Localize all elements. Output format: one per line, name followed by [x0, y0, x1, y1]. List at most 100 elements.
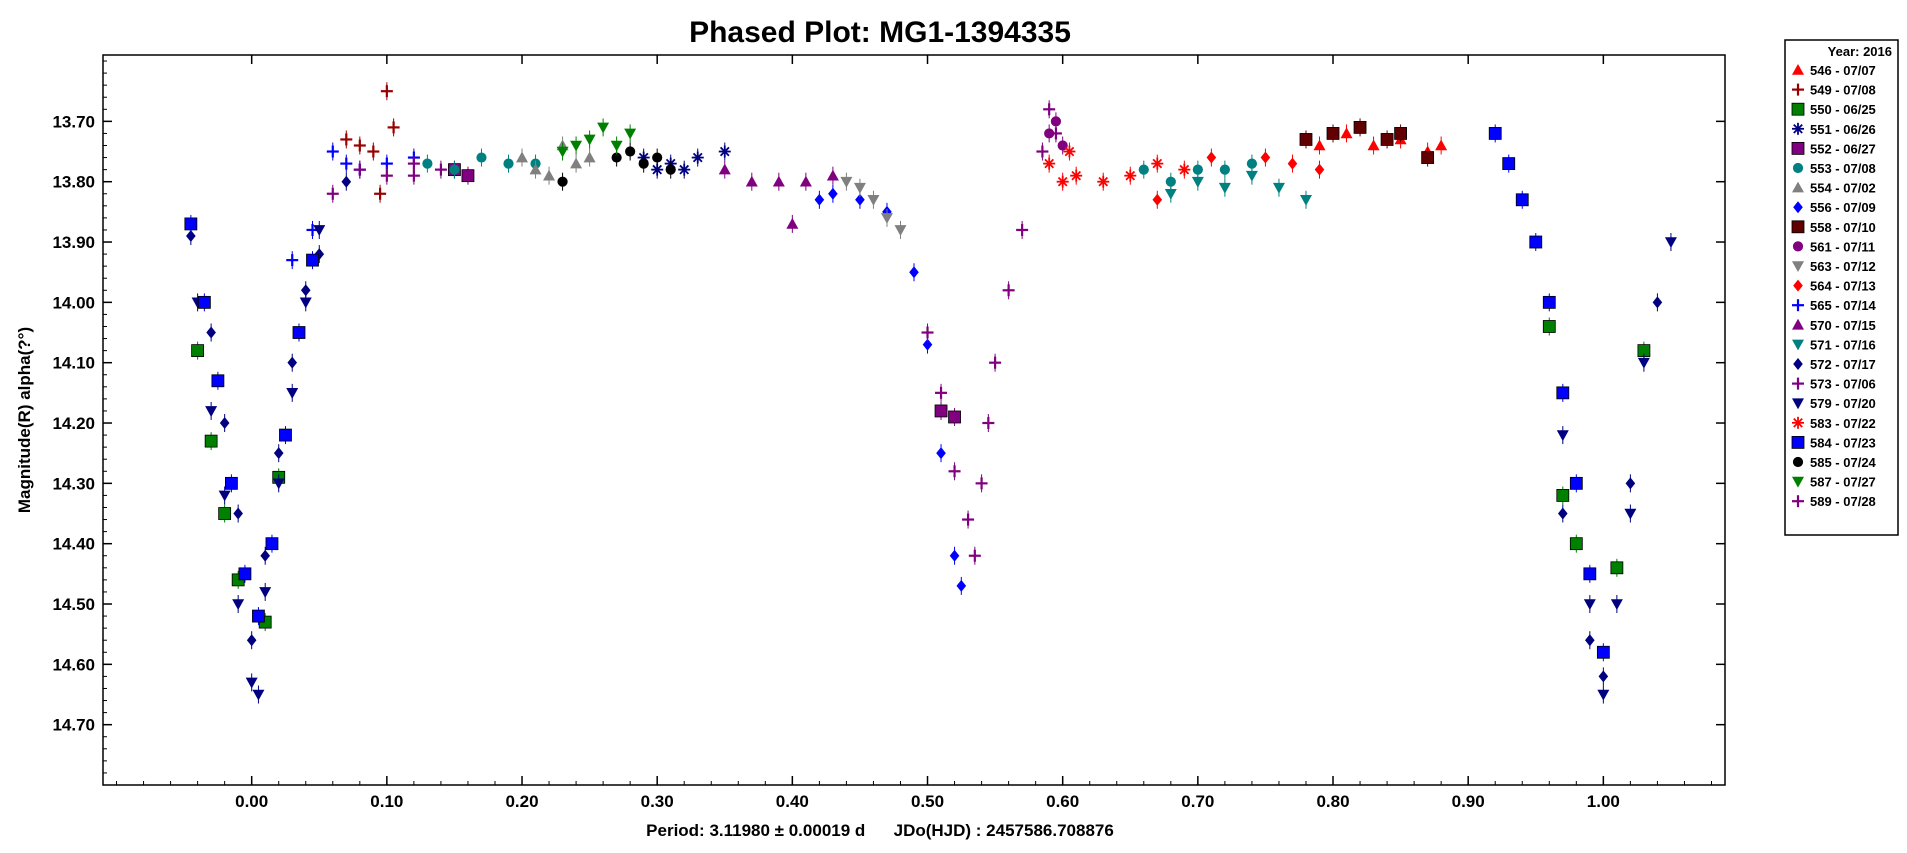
data-point: [1367, 139, 1380, 151]
data-point: [948, 410, 961, 424]
data-point: [476, 152, 487, 163]
data-point: [279, 428, 292, 442]
data-point: [1043, 157, 1056, 170]
x-tick-label: 0.80: [1316, 792, 1349, 811]
legend-box: [1784, 39, 1899, 536]
data-point: [1219, 164, 1230, 175]
marker-shape: [611, 152, 622, 163]
data-point: [503, 158, 514, 169]
data-point: [1515, 193, 1529, 207]
legend-marker: [1791, 141, 1805, 155]
marker-shape: [292, 326, 306, 339]
data-point: [265, 537, 279, 551]
legend-entry: 551 - 06/26: [1810, 122, 1876, 137]
legend-marker: [1792, 495, 1804, 508]
marker-shape: [826, 169, 839, 181]
marker-shape: [1792, 64, 1804, 75]
marker-shape: [652, 164, 663, 175]
marker-shape: [1529, 235, 1543, 249]
marker-shape: [300, 284, 311, 297]
data-point: [935, 386, 948, 399]
legend-entry: 579 - 07/20: [1810, 396, 1876, 411]
marker-shape: [1098, 176, 1109, 187]
marker-shape: [638, 158, 649, 169]
data-point: [529, 163, 542, 175]
data-point: [1152, 193, 1163, 206]
data-point: [949, 549, 960, 562]
data-point: [1016, 223, 1029, 236]
data-point: [1049, 127, 1062, 140]
legend-marker: [1793, 201, 1803, 214]
legend-marker: [1792, 241, 1804, 252]
data-point: [252, 689, 265, 701]
data-point: [718, 163, 731, 175]
data-point: [772, 175, 785, 187]
data-point: [1314, 163, 1325, 176]
data-point: [624, 128, 637, 140]
data-point: [184, 217, 198, 231]
data-point: [814, 193, 825, 206]
marker-shape: [1792, 339, 1804, 351]
marker-shape: [909, 266, 919, 279]
marker-shape: [956, 579, 967, 592]
data-point: [204, 434, 218, 448]
data-point: [206, 326, 216, 339]
data-point: [1218, 182, 1231, 194]
marker-shape: [252, 689, 265, 701]
y-axis-ticks: 13.70 13.80 13.90 14.00 14.10 14.20 14.30 14.40…: [52, 60, 1725, 774]
data-point: [300, 284, 311, 297]
data-point: [909, 266, 919, 279]
marker-shape: [476, 152, 487, 163]
data-point: [1165, 176, 1176, 187]
y-tick-label: 14.20: [52, 414, 95, 433]
data-point: [434, 163, 447, 176]
data-point: [1624, 508, 1637, 520]
marker-shape: [259, 587, 272, 598]
marker-shape: [1044, 158, 1055, 169]
data-point: [956, 579, 967, 592]
data-point: [1164, 188, 1177, 200]
legend-entry: 571 - 07/16: [1810, 337, 1876, 352]
data-point: [205, 406, 218, 417]
marker-shape: [1791, 220, 1805, 234]
marker-shape: [679, 164, 690, 175]
data-point: [1299, 194, 1312, 206]
data-point: [1353, 120, 1367, 134]
marker-shape: [260, 549, 270, 562]
data-point: [1151, 157, 1164, 170]
marker-shape: [1792, 318, 1804, 330]
data-point: [1556, 430, 1569, 442]
data-point: [638, 158, 649, 169]
marker-shape: [449, 164, 460, 175]
legend-entry: 550 - 06/25: [1810, 102, 1876, 117]
legend-entry: 584 - 07/23: [1810, 435, 1876, 450]
marker-shape: [1596, 645, 1610, 659]
data-point: [1596, 645, 1610, 659]
data-point: [922, 338, 933, 351]
data-point: [1435, 139, 1448, 151]
marker-shape: [1792, 162, 1804, 174]
data-point: [962, 513, 975, 526]
data-point: [1598, 670, 1609, 683]
marker-shape: [1793, 123, 1803, 134]
data-point: [272, 478, 285, 490]
data-point: [1583, 599, 1596, 611]
marker-shape: [665, 164, 676, 175]
data-point: [341, 175, 352, 188]
marker-shape: [1152, 158, 1163, 169]
y-axis-label: Magnitude(R) alpha(?°): [15, 327, 34, 513]
marker-shape: [1218, 182, 1231, 194]
data-point: [380, 85, 393, 98]
marker-shape: [1050, 116, 1062, 127]
data-point: [1625, 477, 1636, 490]
data-point: [299, 297, 312, 309]
data-point: [1050, 116, 1062, 127]
data-point: [556, 146, 569, 158]
marker-shape: [1556, 386, 1570, 400]
data-point: [1652, 296, 1663, 309]
legend-entry: 561 - 07/11: [1810, 239, 1875, 254]
marker-shape: [922, 338, 933, 351]
data-point: [287, 356, 298, 369]
data-point: [233, 507, 243, 520]
